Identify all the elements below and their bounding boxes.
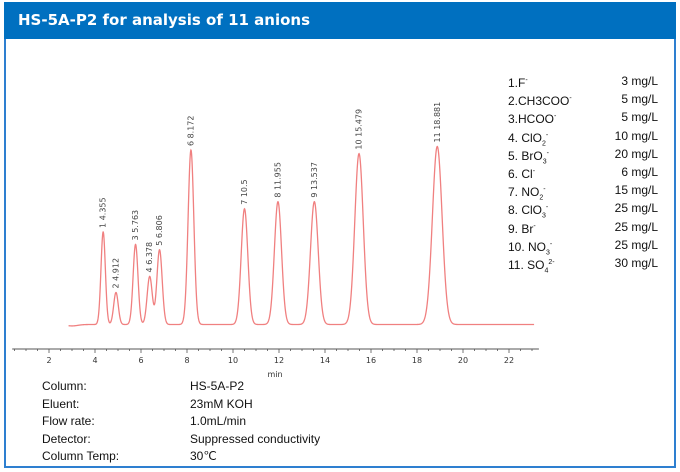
legend-item: 3.HCOO- 5 mg/L [508, 108, 658, 126]
legend-concentration: 6 mg/L [621, 164, 658, 179]
legend-concentration: 20 mg/L [614, 146, 658, 161]
x-tick-label: 20 [458, 356, 468, 365]
legend-ion: 7. NO2- [508, 185, 546, 202]
legend-ion: 5. BrO3- [508, 148, 549, 166]
legend-ion: 1.F- [508, 76, 528, 90]
peak-label: 11 18.881 [433, 102, 442, 143]
legend-item: 8. ClO3- 25 mg/L [508, 199, 658, 219]
x-tick-label: 10 [228, 356, 238, 365]
condition-value: 23mM KOH [190, 396, 253, 411]
legend-ion: 4. ClO2- [508, 130, 549, 147]
condition-row: Column Temp: 30℃ [42, 448, 442, 466]
x-tick-label: 4 [92, 356, 97, 365]
condition-value: Suppressed conductivity [190, 431, 321, 446]
condition-row: Column: HS-5A-P2 [42, 378, 442, 396]
condition-row: Flow rate: 1.0mL/min [42, 413, 442, 431]
condition-key: Eluent: [42, 396, 80, 411]
legend-concentration: 30 mg/L [614, 255, 658, 270]
peak-label: 7 10.5 [240, 179, 249, 204]
condition-value: 1.0mL/min [190, 414, 247, 428]
peak-label: 4 6.378 [145, 242, 154, 273]
legend-item: 10. NO3- 25 mg/L [508, 236, 658, 256]
legend-concentration: 5 mg/L [621, 110, 658, 125]
x-tick-label: 2 [46, 356, 51, 365]
legend-concentration: 3 mg/L [621, 74, 658, 88]
peak-label: 2 4.912 [111, 258, 120, 289]
legend-concentration: 15 mg/L [614, 183, 658, 198]
analyte-legend: 1.F- 3 mg/L 2.CH3COO- 5 mg/L 3.HCOO- 5 mg/L 4.… [508, 72, 658, 274]
legend-item: 11. SO42- 30 mg/L [508, 254, 658, 274]
legend-concentration: 10 mg/L [614, 128, 658, 143]
legend-item: 5. BrO3- 20 mg/L [508, 145, 658, 165]
legend-item: 7. NO2- 15 mg/L [508, 181, 658, 201]
legend-item: 9. Br- 25 mg/L [508, 218, 658, 236]
condition-row: Detector: Suppressed conductivity [42, 431, 442, 449]
x-tick-label: 12 [274, 356, 284, 365]
legend-ion: 10. NO3- [508, 239, 553, 257]
peak-label: 3 5.763 [131, 210, 140, 241]
peak-label: 1 4.355 [99, 197, 108, 228]
legend-item: 6. Cl- 6 mg/L [508, 163, 658, 181]
peak-label: 10 15.479 [355, 109, 364, 150]
chromatogram-trace [68, 145, 535, 327]
x-axis-label: min [267, 370, 282, 379]
legend-concentration: 25 mg/L [614, 201, 658, 216]
x-tick-label: 14 [320, 356, 330, 365]
x-tick-label: 16 [366, 356, 376, 365]
peak-label: 5 6.806 [155, 215, 164, 246]
legend-ion: 3.HCOO- [508, 112, 557, 127]
legend-concentration: 25 mg/L [614, 219, 658, 234]
legend-ion: 2.CH3COO- [508, 94, 572, 109]
legend-ion: 6. Cl- [508, 166, 536, 181]
legend-concentration: 5 mg/L [621, 92, 658, 107]
condition-row: Eluent: 23mM KOH [42, 396, 442, 414]
page-title: HS-5A-P2 for analysis of 11 anions [18, 11, 311, 29]
x-tick-label: 8 [184, 356, 189, 365]
x-axis: 2 4 6 8 10 12 14 16 18 20 22 [12, 348, 539, 365]
legend-item: 2.CH3COO- 5 mg/L [508, 90, 658, 108]
x-tick-label: 6 [138, 356, 143, 365]
condition-key: Column: [42, 379, 87, 393]
condition-value: 30℃ [190, 449, 217, 463]
legend-ion: 11. SO42- [508, 257, 555, 275]
peak-label: 8 11.955 [273, 162, 282, 198]
legend-item: 4. ClO2- 10 mg/L [508, 127, 658, 147]
condition-key: Flow rate: [42, 414, 95, 428]
x-tick-label: 22 [504, 356, 514, 365]
chart-frame [4, 39, 676, 468]
legend-ion: 9. Br- [508, 221, 536, 236]
condition-key: Column Temp: [42, 449, 120, 463]
legend-ion: 8. ClO3- [508, 203, 549, 220]
condition-value: HS-5A-P2 [190, 379, 245, 393]
conditions-table: Column: HS-5A-P2 Eluent: 23mM KOH Flow rate:… [42, 378, 442, 466]
legend-item: 1.F- 3 mg/L [508, 72, 658, 90]
condition-key: Detector: [42, 431, 91, 446]
legend-concentration: 25 mg/L [614, 237, 658, 252]
x-tick-label: 18 [412, 356, 422, 365]
peak-label: 6 8.172 [186, 116, 195, 147]
peak-label: 9 13.537 [310, 162, 319, 198]
title-bar: HS-5A-P2 for analysis of 11 anions [4, 2, 676, 39]
